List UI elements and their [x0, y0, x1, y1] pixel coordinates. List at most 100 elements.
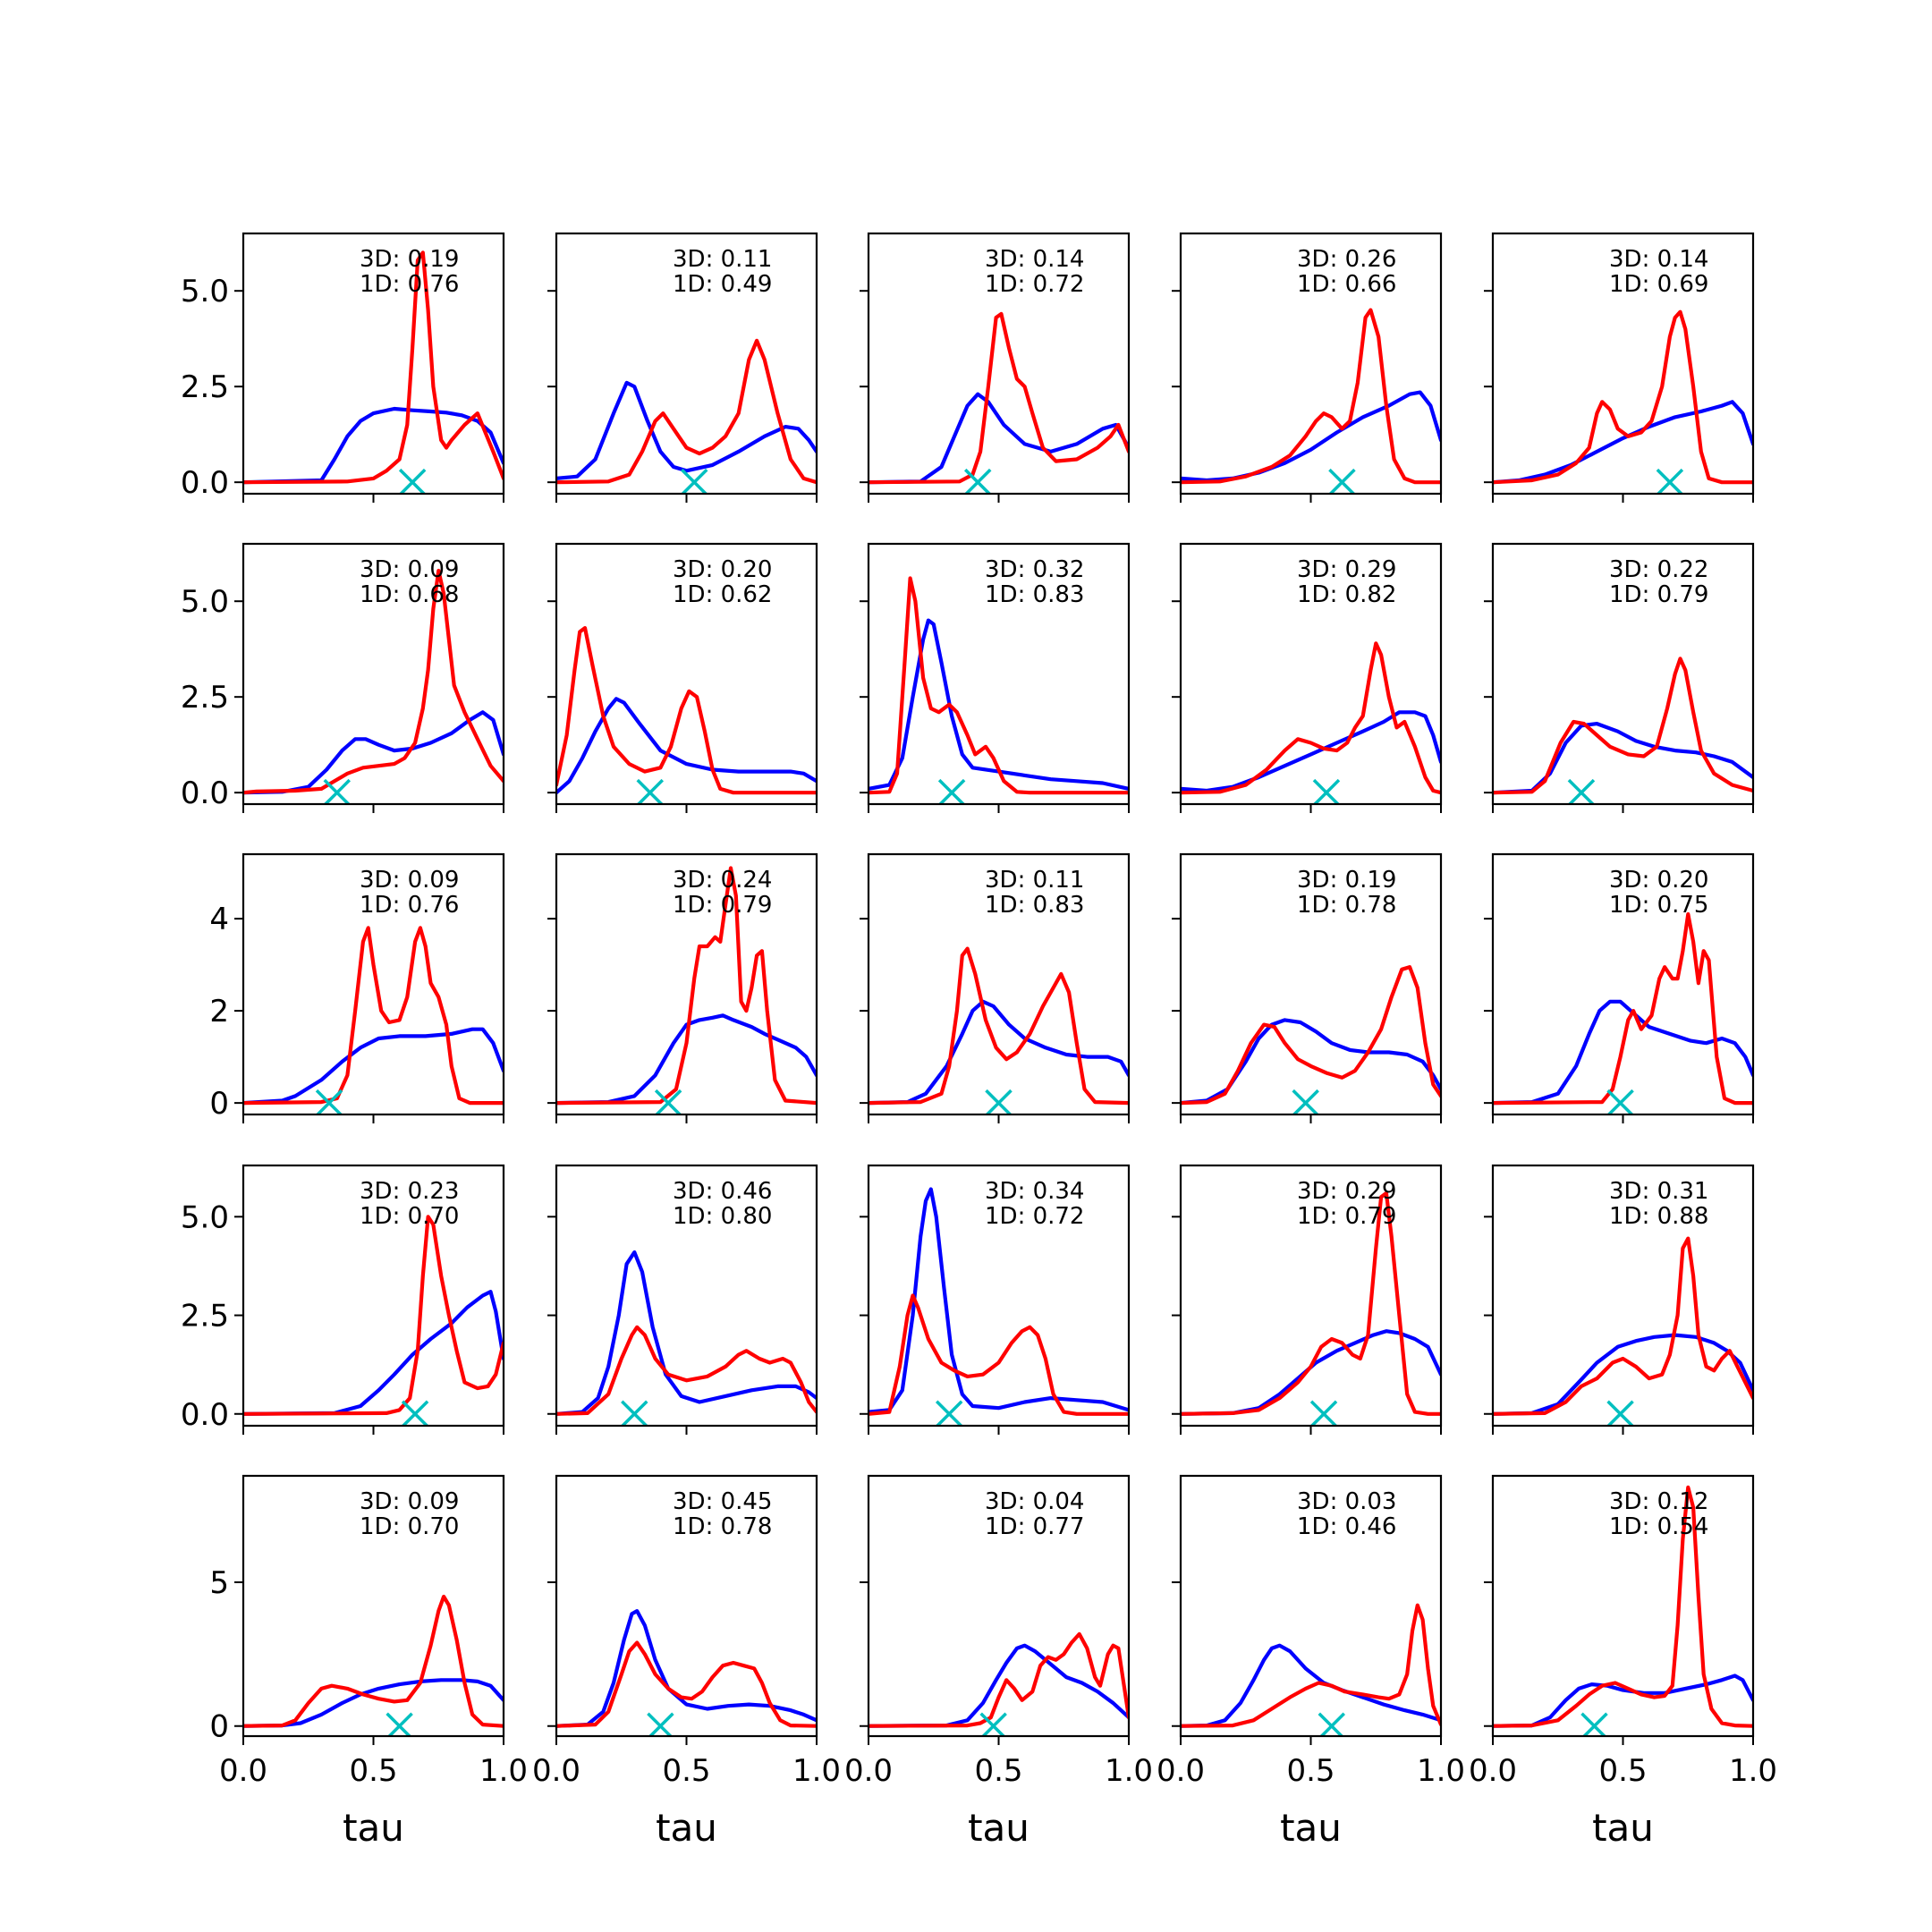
series-line-red [556, 866, 817, 1106]
annotation-1d: 1D: 0.76 [360, 892, 459, 919]
x-marker [654, 1089, 682, 1114]
x-marker-stroke [1292, 1089, 1319, 1114]
x-tick-label: 1.0 [792, 1753, 841, 1789]
x-marker [1318, 1712, 1346, 1736]
plot-area [556, 625, 817, 804]
x-marker-stroke [963, 468, 992, 494]
x-marker-stroke [1319, 1712, 1346, 1736]
y-tick-label: 0.0 [181, 775, 229, 811]
annotation-3d: 3D: 0.22 [1609, 556, 1708, 583]
x-marker [1606, 1089, 1634, 1114]
plot-area [243, 1215, 504, 1426]
series-line-red [869, 576, 1129, 795]
annotation-3d: 3D: 0.24 [673, 867, 772, 894]
series-line-red [869, 1631, 1129, 1728]
annotation-3d: 3D: 0.03 [1297, 1488, 1396, 1515]
x-marker-stroke [636, 778, 664, 804]
series-line-red [243, 1594, 504, 1728]
series-line-blue [1493, 721, 1753, 795]
annotation-3d: 3D: 0.29 [1297, 1178, 1396, 1205]
annotation-1d: 1D: 0.49 [673, 271, 772, 298]
series-line-blue [556, 697, 817, 795]
x-axis-label: tau [656, 1806, 717, 1850]
x-marker [1309, 1400, 1338, 1426]
series-line-blue [243, 710, 504, 795]
y-tick-label: 5.0 [181, 584, 229, 620]
x-marker [1580, 1712, 1608, 1736]
series-line-blue [243, 406, 504, 485]
annotation-1d: 1D: 0.66 [1297, 271, 1396, 298]
annotation-3d: 3D: 0.32 [985, 556, 1084, 583]
y-tick-label: 2.5 [181, 680, 229, 716]
x-marker-stroke [654, 1089, 682, 1114]
x-marker-stroke [1312, 778, 1341, 804]
series-line-red [1181, 308, 1441, 485]
series-line-blue [1181, 1643, 1441, 1728]
x-marker [636, 778, 664, 804]
x-marker-stroke [937, 778, 966, 804]
plot-area [1181, 308, 1441, 494]
x-marker [937, 778, 966, 804]
series-line-red [1493, 911, 1753, 1106]
x-tick-label: 1.0 [1729, 1753, 1777, 1789]
plot-area [556, 1250, 817, 1426]
x-marker [323, 778, 351, 804]
series-line-blue [556, 380, 817, 481]
x-tick-label: 1.0 [479, 1753, 528, 1789]
x-axis-label: tau [1280, 1806, 1342, 1850]
annotation-1d: 1D: 0.69 [1609, 271, 1708, 298]
plot-area [243, 568, 504, 804]
x-axis-label: tau [1592, 1806, 1654, 1850]
x-tick-label: 0.5 [349, 1753, 397, 1789]
series-line-blue [869, 618, 1129, 792]
plot-area [556, 338, 817, 494]
x-tick-label: 0.5 [662, 1753, 710, 1789]
series-line-red [1493, 657, 1753, 795]
annotation-3d: 3D: 0.09 [360, 556, 459, 583]
series-line-blue [1493, 1333, 1753, 1416]
x-marker-stroke [648, 1712, 674, 1736]
x-tick-label: 0.0 [219, 1753, 267, 1789]
annotation-1d: 1D: 0.54 [1609, 1513, 1708, 1540]
y-tick-label: 0 [209, 1709, 229, 1745]
annotation-3d: 3D: 0.23 [360, 1178, 459, 1205]
annotation-1d: 1D: 0.46 [1297, 1513, 1396, 1540]
x-marker [621, 1400, 648, 1426]
x-tick-label: 0.0 [1469, 1753, 1517, 1789]
x-tick-label: 1.0 [1105, 1753, 1153, 1789]
x-marker [1567, 778, 1596, 804]
series-line-red [1181, 641, 1441, 795]
series-line-blue [1493, 999, 1753, 1106]
plot-area [556, 866, 817, 1114]
series-line-red [556, 1325, 817, 1416]
x-marker-stroke [1656, 468, 1684, 494]
annotation-3d: 3D: 0.09 [360, 867, 459, 894]
annotation-1d: 1D: 0.83 [985, 581, 1084, 608]
x-marker [315, 1089, 343, 1114]
x-marker-stroke [401, 1400, 429, 1426]
x-tick-label: 0.0 [532, 1753, 580, 1789]
annotation-1d: 1D: 0.68 [360, 581, 459, 608]
x-tick-label: 0.0 [1157, 1753, 1205, 1789]
x-marker-stroke [1567, 778, 1596, 804]
annotation-3d: 3D: 0.34 [985, 1178, 1084, 1205]
x-marker-stroke [315, 1089, 343, 1114]
plot-area [1493, 1485, 1753, 1736]
annotation-3d: 3D: 0.26 [1297, 246, 1396, 273]
series-line-red [243, 926, 504, 1106]
y-tick-label: 5.0 [181, 1199, 229, 1235]
